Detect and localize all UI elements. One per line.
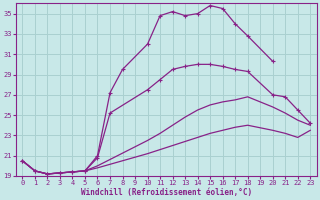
X-axis label: Windchill (Refroidissement éolien,°C): Windchill (Refroidissement éolien,°C): [81, 188, 252, 197]
